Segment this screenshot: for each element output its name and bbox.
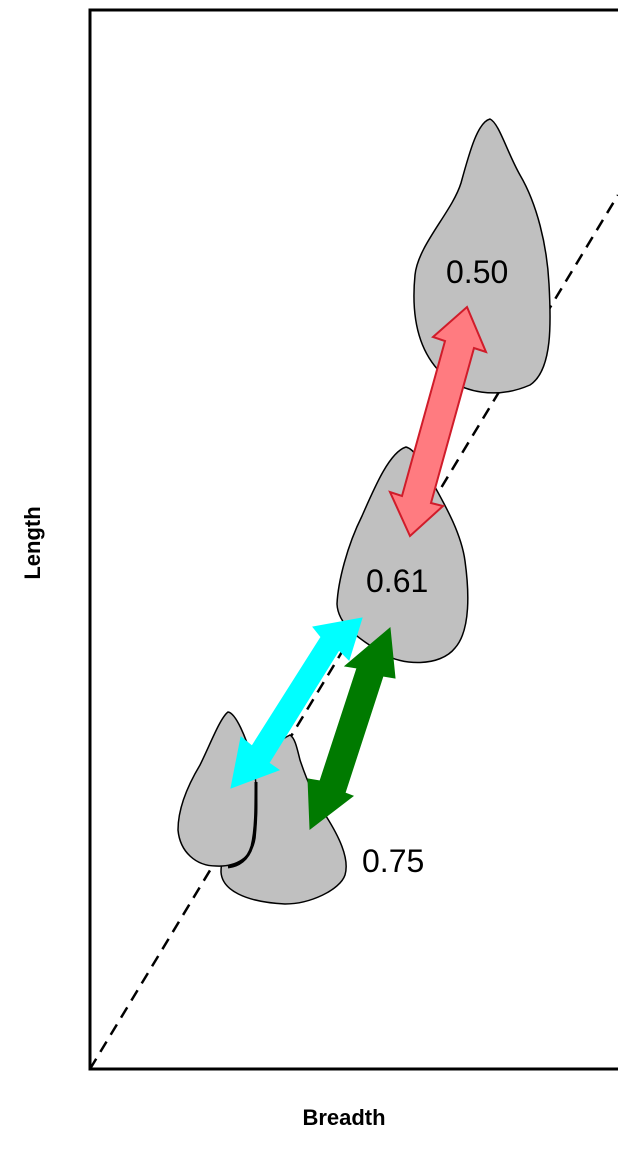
red-double-arrow-icon	[388, 305, 488, 538]
cyan-double-arrow-icon	[230, 617, 363, 789]
plot-frame	[88, 8, 618, 1071]
green-double-arrow-icon	[307, 627, 396, 830]
tooth-shape-bottom-front	[177, 711, 258, 867]
tooth-label-middle: 0.61	[366, 563, 428, 599]
tooth-label-top: 0.50	[446, 254, 508, 290]
x-axis-label: Breadth	[302, 1105, 385, 1130]
tooth-shape-bottom-front-edge	[227, 781, 258, 869]
tooth-shape-middle	[336, 446, 469, 664]
tooth-label-bottom: 0.75	[362, 843, 424, 879]
y-axis-label: Length	[20, 506, 45, 579]
